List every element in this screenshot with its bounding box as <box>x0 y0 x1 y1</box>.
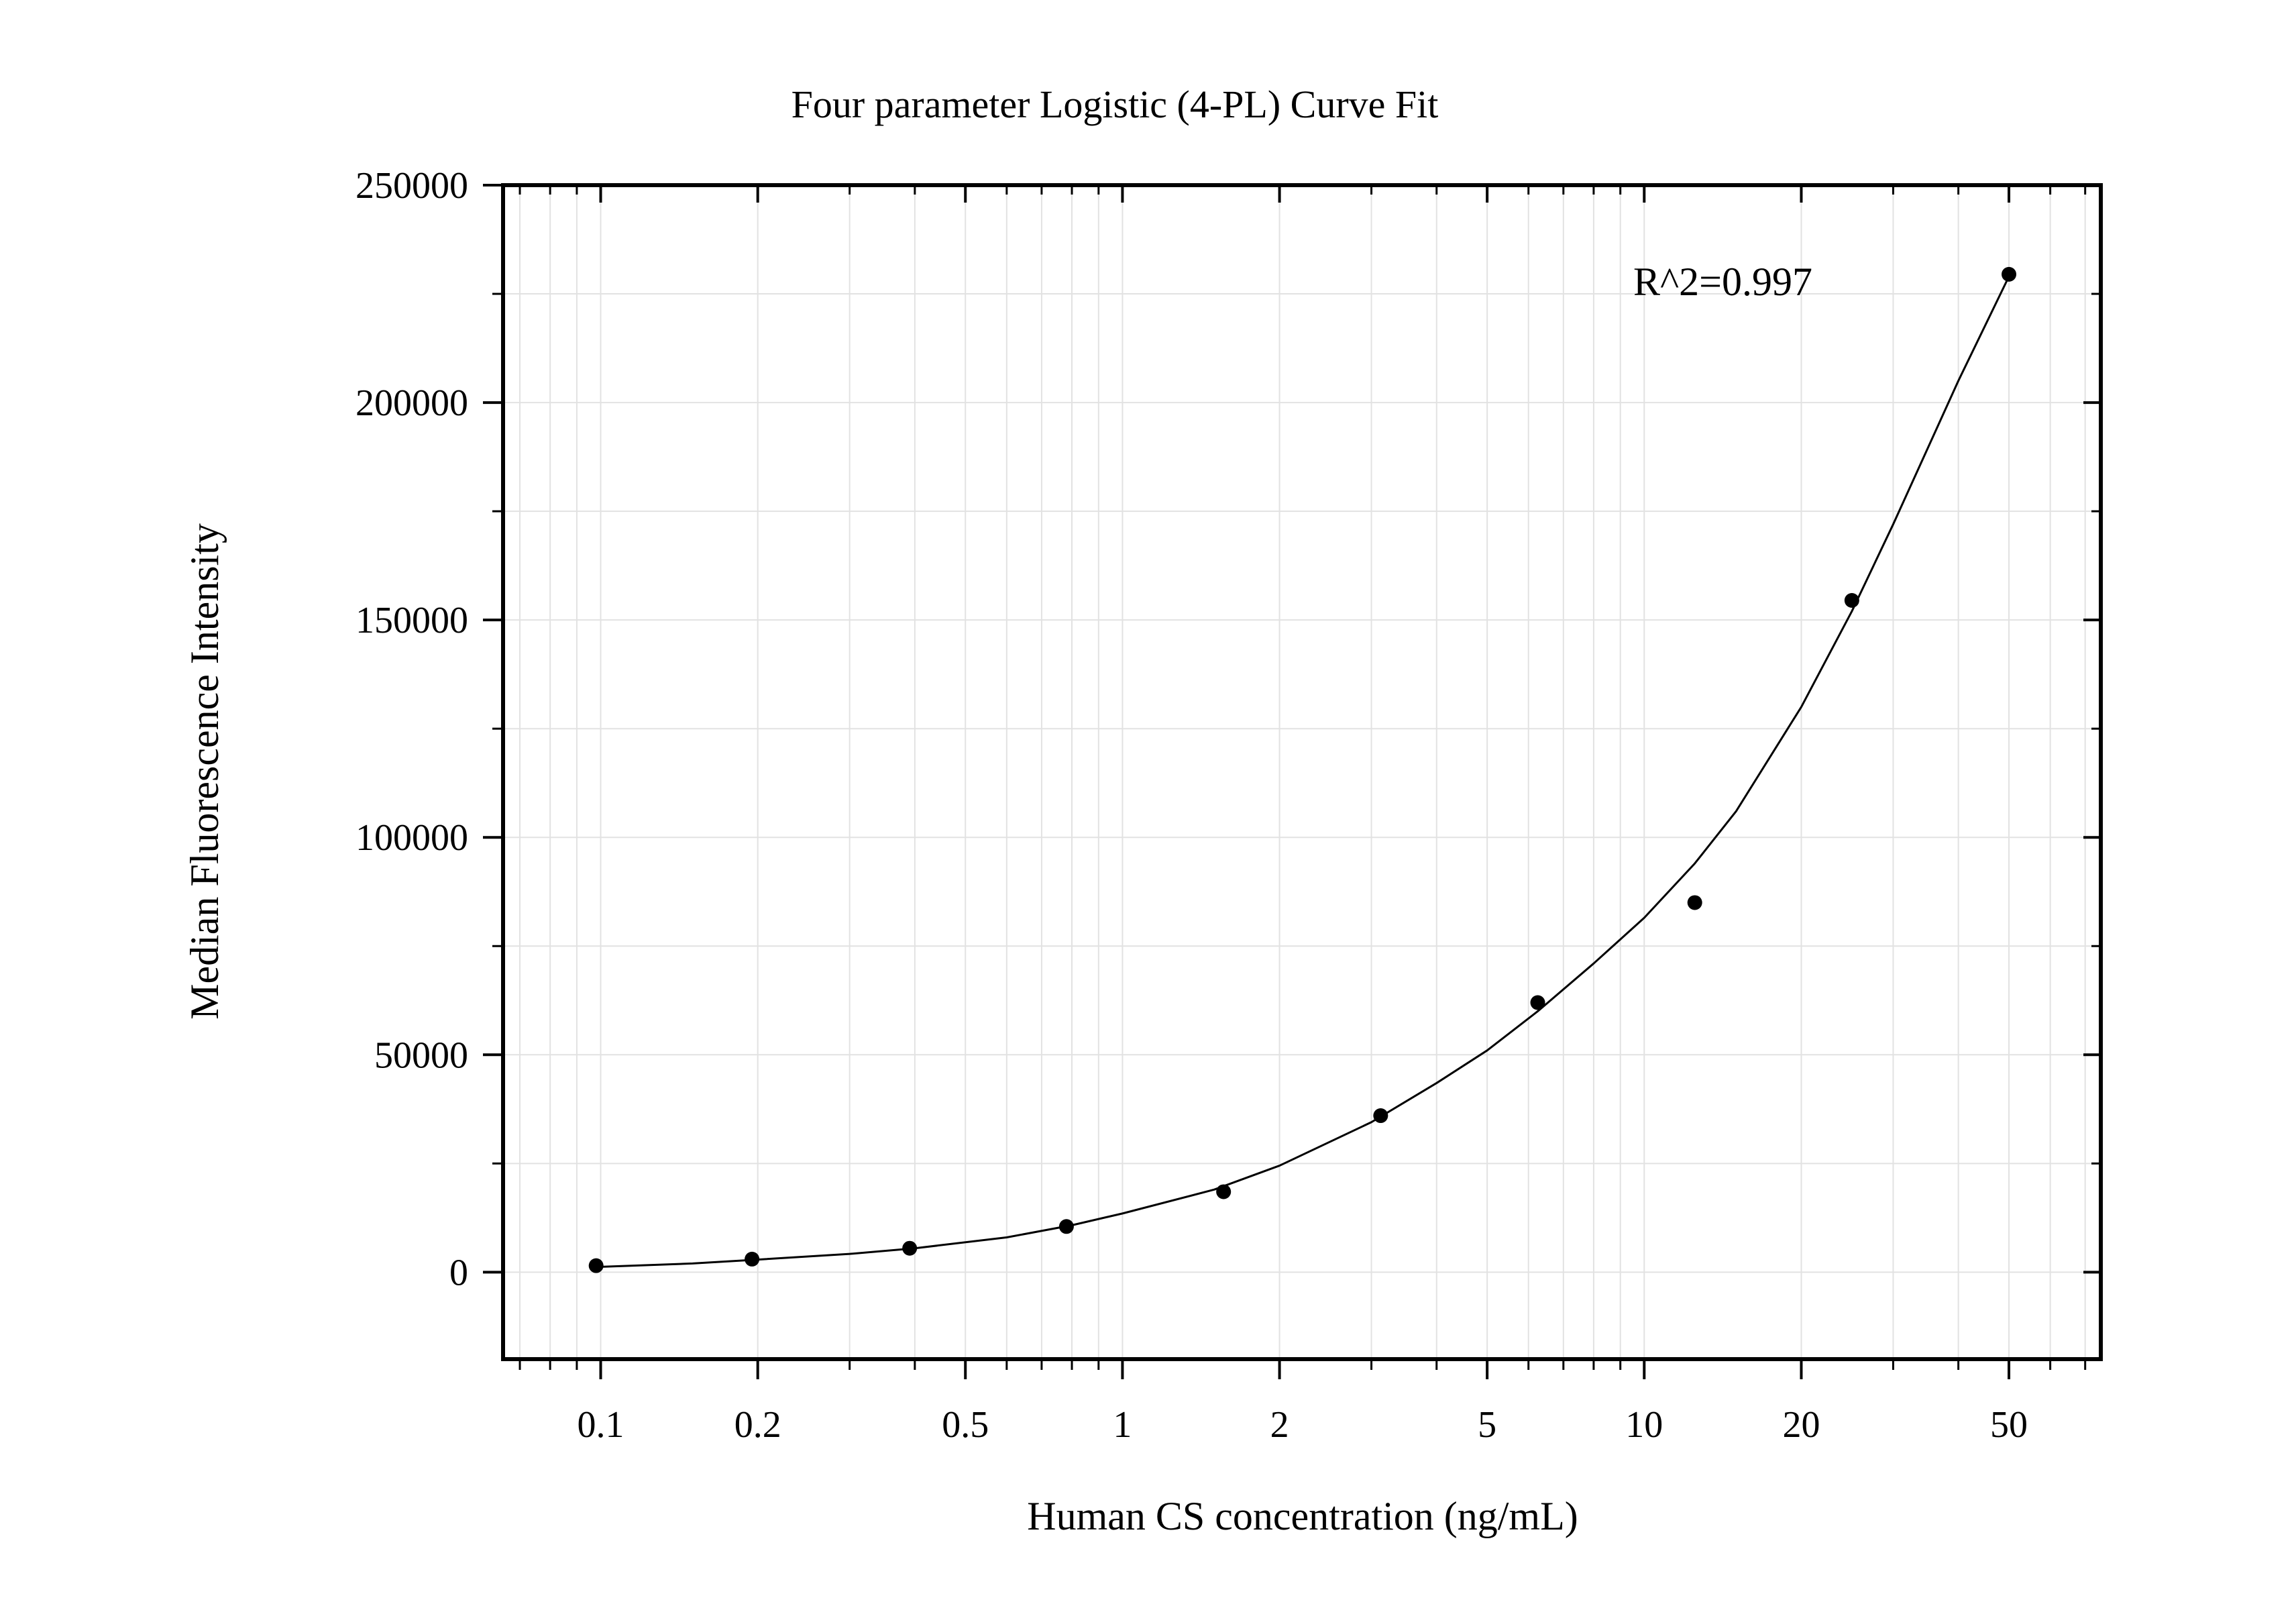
y-tick-label: 250000 <box>356 165 468 207</box>
data-point <box>1687 895 1702 910</box>
axes-frame-layer <box>501 183 2103 1361</box>
y-tick-label: 100000 <box>356 817 468 859</box>
r-squared-annotation: R^2=0.997 <box>1633 260 1812 304</box>
data-point <box>1530 995 1545 1010</box>
x-tick-label: 10 <box>1625 1404 1663 1446</box>
y-tick-label: 0 <box>449 1252 468 1293</box>
y-tick-label: 200000 <box>356 382 468 424</box>
data-point <box>1058 1219 1074 1234</box>
x-tick-label: 5 <box>1478 1404 1496 1446</box>
labels-layer: 0.1 0.2 0.5 1 2 5 10 20 50 0 50000 100000 150000 2000… <box>356 165 2028 1446</box>
data-point <box>902 1240 918 1256</box>
y-tick-label: 50000 <box>374 1034 468 1076</box>
x-tick-label: 2 <box>1270 1404 1289 1446</box>
data-point <box>1216 1184 1232 1199</box>
plot-frame <box>501 183 2103 1361</box>
x-tick-label: 20 <box>1782 1404 1820 1446</box>
data-point <box>1844 592 1859 608</box>
fit-curve <box>596 276 2010 1269</box>
x-tick-label: 0.1 <box>578 1404 624 1446</box>
ticks-layer <box>483 184 2101 1379</box>
data-point <box>2002 266 2017 282</box>
y-tick-label: 150000 <box>356 600 468 641</box>
chart-title: Four parameter Logistic (4-PL) Curve Fit <box>791 83 1439 126</box>
x-tick-label: 50 <box>1990 1404 2028 1446</box>
data-points-layer <box>588 266 2017 1273</box>
x-tick-label: 1 <box>1113 1404 1132 1446</box>
x-tick-label: 0.2 <box>734 1404 781 1446</box>
data-point <box>745 1251 760 1267</box>
x-axis-label: Human CS concentration (ng/mL) <box>1027 1494 1578 1538</box>
fit-curve-layer <box>596 276 2010 1269</box>
y-axis-label: Median Fluorescence Intensity <box>182 523 227 1020</box>
data-point <box>1373 1108 1388 1124</box>
x-tick-label: 0.5 <box>942 1404 989 1446</box>
data-point <box>588 1258 604 1273</box>
